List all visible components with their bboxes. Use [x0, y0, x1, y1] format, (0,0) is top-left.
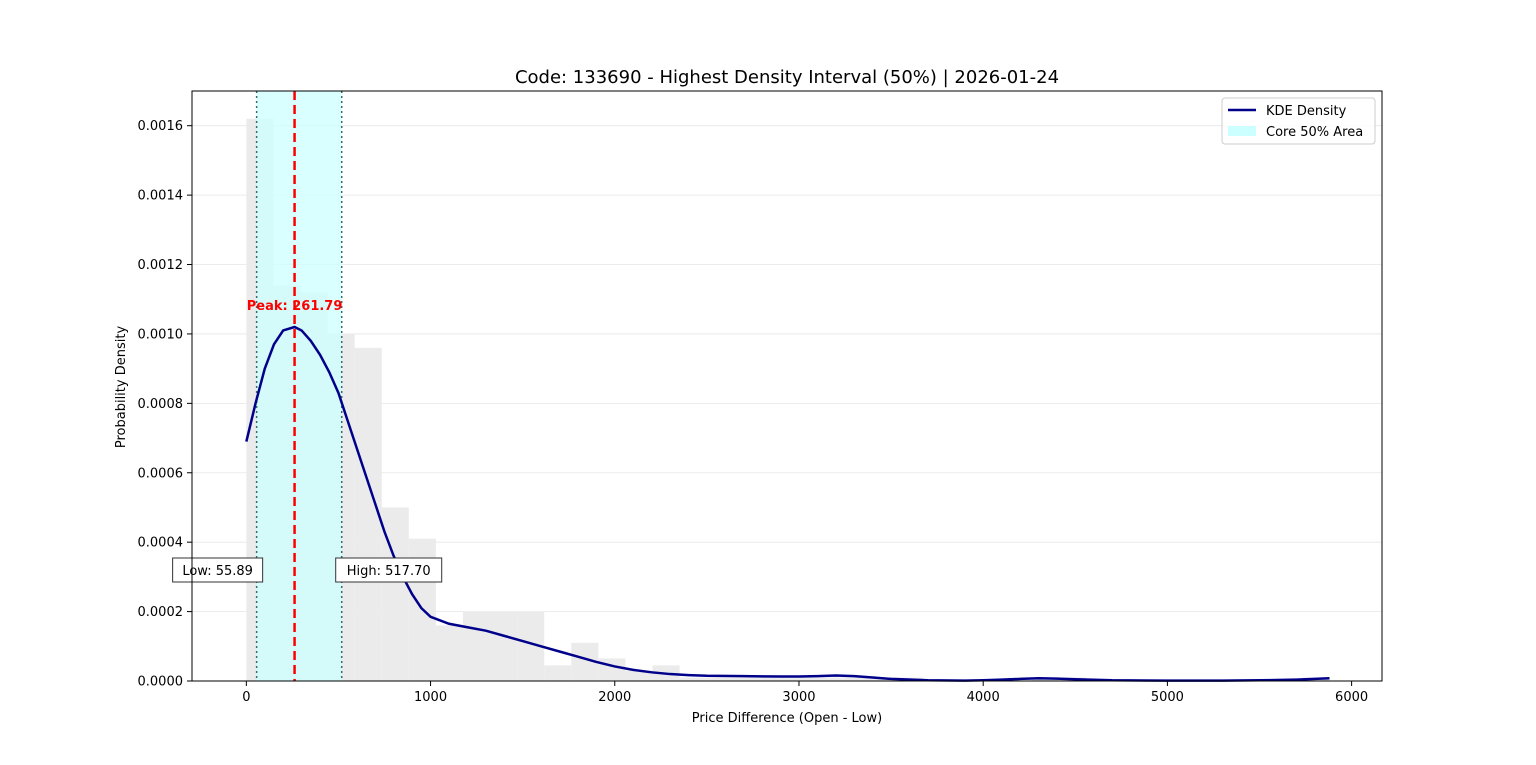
histogram-bar [544, 665, 572, 681]
y-tick-label: 0.0014 [138, 189, 184, 204]
histogram-bar [354, 347, 382, 681]
histogram-bar [706, 677, 734, 681]
histogram-bar [815, 677, 843, 681]
x-tick-label: 3000 [782, 690, 815, 705]
x-tick-label: 0 [242, 690, 250, 705]
y-tick-label: 0.0016 [138, 119, 184, 134]
hdi-area [256, 91, 342, 681]
x-tick-label: 2000 [598, 690, 631, 705]
histogram-bar [733, 677, 761, 681]
x-tick-label: 4000 [967, 690, 1000, 705]
chart-title: Code: 133690 - Highest Density Interval … [515, 67, 1059, 88]
y-tick-label: 0.0012 [138, 258, 184, 273]
y-tick-label: 0.0008 [138, 397, 184, 412]
kde-density-line [245, 325, 1330, 682]
low-label: Low: 55.89 [182, 564, 253, 579]
histogram-bar [598, 658, 626, 681]
high-label: High: 517.70 [347, 564, 431, 579]
plot-frame [191, 90, 1383, 682]
x-tick-label: 5000 [1151, 690, 1184, 705]
y-tick-label: 0.0006 [138, 466, 184, 481]
high-label-box [335, 557, 443, 583]
y-tick-label: 0.0004 [138, 536, 184, 551]
legend-kde-label: KDE Density [1266, 104, 1347, 119]
histogram-bar [842, 677, 870, 681]
histogram-bar [435, 625, 463, 681]
y-tick-label: 0.0002 [138, 605, 184, 620]
legend-box [1221, 97, 1376, 145]
y-tick-label: 0.0000 [138, 675, 184, 690]
histogram-bar [625, 670, 653, 681]
legend-hdi-label: Core 50% Area [1266, 125, 1363, 140]
peak-label: Peak: 261.79 [247, 299, 343, 314]
x-tick-label: 6000 [1335, 690, 1368, 705]
histogram-bar [760, 677, 788, 681]
histogram-bar [679, 677, 707, 681]
histogram-bar [787, 677, 815, 681]
histogram-bar [462, 611, 491, 681]
histogram-bar [490, 611, 518, 681]
legend-hdi-swatch [1228, 126, 1256, 136]
y-axis-label: Probability Density [114, 326, 129, 449]
x-tick-label: 1000 [414, 690, 447, 705]
x-axis-label: Price Difference (Open - Low) [692, 711, 882, 726]
low-label-box [172, 557, 264, 583]
y-tick-label: 0.0010 [138, 327, 184, 342]
